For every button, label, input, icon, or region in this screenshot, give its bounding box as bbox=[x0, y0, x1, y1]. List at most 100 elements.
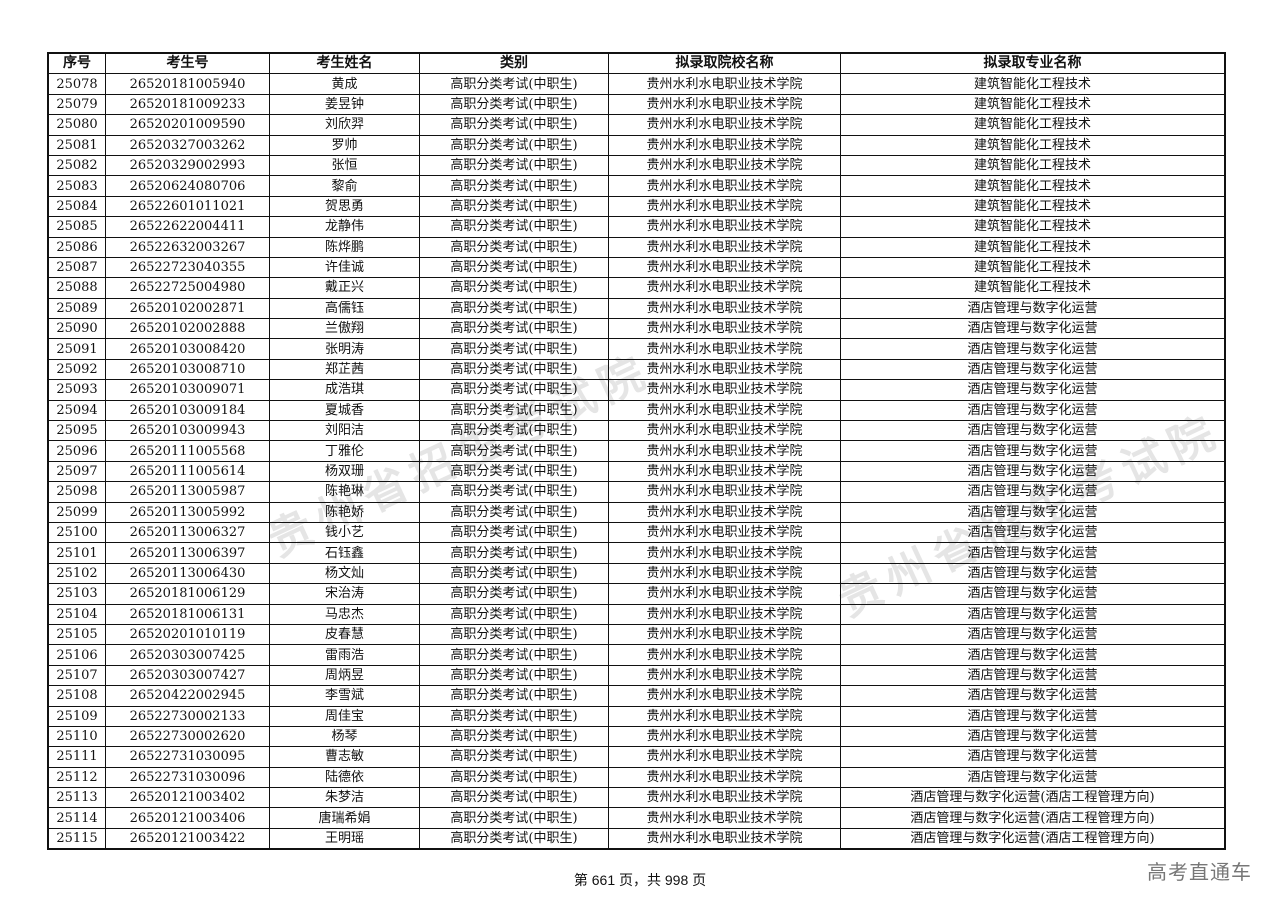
cell-category: 高职分类考试(中职生) bbox=[419, 746, 609, 768]
cell-name: 杨文灿 bbox=[269, 562, 420, 585]
page-number: 第 661 页，共 998 页 bbox=[573, 872, 707, 888]
cell-school: 贵州水利水电职业技术学院 bbox=[608, 236, 841, 258]
cell-exam-id: 26520201010119 bbox=[105, 623, 270, 646]
cell-major: 建筑智能化工程技术 bbox=[840, 256, 1226, 279]
cell-seq: 25104 bbox=[47, 603, 106, 625]
cell-major: 酒店管理与数字化运营 bbox=[840, 685, 1226, 707]
cell-major: 酒店管理与数字化运营 bbox=[840, 746, 1226, 768]
table-row: 25098 26520113005987 陈艳琳 高职分类考试(中职生) 贵州水利水电职… bbox=[47, 481, 1226, 503]
cell-exam-id: 26520181006129 bbox=[105, 583, 270, 605]
cell-major: 建筑智能化工程技术 bbox=[840, 73, 1226, 95]
cell-name: 陈艳琳 bbox=[269, 481, 420, 503]
table-row: 25088 26522725004980 戴正兴 高职分类考试(中职生) 贵州水利水电职… bbox=[47, 277, 1226, 299]
cell-major: 酒店管理与数字化运营 bbox=[840, 562, 1226, 585]
cell-school: 贵州水利水电职业技术学院 bbox=[608, 440, 841, 462]
table-header-row: 序号 考生号 考生姓名 类别 拟录取院校名称 拟录取专业名称 bbox=[47, 52, 1226, 75]
cell-name: 杨琴 bbox=[269, 725, 420, 748]
table-row: 25092 26520103008710 郑芷茜 高职分类考试(中职生) 贵州水利水电职… bbox=[47, 358, 1226, 381]
cell-school: 贵州水利水电职业技术学院 bbox=[608, 664, 841, 687]
cell-category: 高职分类考试(中职生) bbox=[419, 93, 609, 116]
table-row: 25079 26520181009233 姜昱钟 高职分类考试(中职生) 贵州水利水电职… bbox=[47, 93, 1226, 116]
cell-school: 贵州水利水电职业技术学院 bbox=[608, 725, 841, 748]
cell-exam-id: 26520103008420 bbox=[105, 338, 270, 360]
cell-major: 酒店管理与数字化运营 bbox=[840, 664, 1226, 687]
table-row: 25104 26520181006131 马忠杰 高职分类考试(中职生) 贵州水利水电职… bbox=[47, 603, 1226, 625]
cell-name: 龙静伟 bbox=[269, 216, 420, 238]
cell-name: 陈艳娇 bbox=[269, 501, 420, 523]
table-row: 25102 26520113006430 杨文灿 高职分类考试(中职生) 贵州水利水电职… bbox=[47, 562, 1226, 585]
cell-exam-id: 26520113006430 bbox=[105, 562, 270, 585]
cell-major: 酒店管理与数字化运营 bbox=[840, 460, 1226, 483]
cell-exam-id: 26520181006131 bbox=[105, 603, 270, 625]
cell-major: 建筑智能化工程技术 bbox=[840, 175, 1226, 197]
cell-exam-id: 26520329002993 bbox=[105, 154, 270, 177]
cell-name: 王明瑶 bbox=[269, 827, 420, 850]
table-row: 25081 26520327003262 罗帅 高职分类考试(中职生) 贵州水利水电职业… bbox=[47, 134, 1226, 156]
cell-category: 高职分类考试(中职生) bbox=[419, 685, 609, 707]
cell-exam-id: 26520201009590 bbox=[105, 114, 270, 136]
table-row: 25112 26522731030096 陆德依 高职分类考试(中职生) 贵州水利水电职… bbox=[47, 766, 1226, 789]
cell-category: 高职分类考试(中职生) bbox=[419, 318, 609, 340]
cell-category: 高职分类考试(中职生) bbox=[419, 236, 609, 258]
cell-seq: 25083 bbox=[47, 175, 106, 197]
cell-exam-id: 26520102002888 bbox=[105, 318, 270, 340]
cell-major: 建筑智能化工程技术 bbox=[840, 154, 1226, 177]
cell-major: 建筑智能化工程技术 bbox=[840, 195, 1226, 218]
cell-name: 曹志敏 bbox=[269, 746, 420, 768]
cell-major: 酒店管理与数字化运营 bbox=[840, 481, 1226, 503]
cell-category: 高职分类考试(中职生) bbox=[419, 807, 609, 829]
cell-category: 高职分类考试(中职生) bbox=[419, 827, 609, 850]
cell-exam-id: 26520121003422 bbox=[105, 827, 270, 850]
cell-school: 贵州水利水电职业技术学院 bbox=[608, 603, 841, 625]
cell-name: 姜昱钟 bbox=[269, 93, 420, 116]
cell-name: 丁雅伦 bbox=[269, 440, 420, 462]
cell-category: 高职分类考试(中职生) bbox=[419, 542, 609, 564]
cell-school: 贵州水利水电职业技术学院 bbox=[608, 542, 841, 564]
cell-school: 贵州水利水电职业技术学院 bbox=[608, 420, 841, 442]
table-row: 25090 26520102002888 兰傲翔 高职分类考试(中职生) 贵州水利水电职… bbox=[47, 318, 1226, 340]
cell-exam-id: 26520103009184 bbox=[105, 399, 270, 422]
cell-exam-id: 26520103009943 bbox=[105, 420, 270, 442]
cell-seq: 25086 bbox=[47, 236, 106, 258]
cell-exam-id: 26520624080706 bbox=[105, 175, 270, 197]
cell-seq: 25088 bbox=[47, 277, 106, 299]
cell-name: 罗帅 bbox=[269, 134, 420, 156]
table-row: 25105 26520201010119 皮春慧 高职分类考试(中职生) 贵州水利水电职… bbox=[47, 623, 1226, 646]
cell-school: 贵州水利水电职业技术学院 bbox=[608, 93, 841, 116]
cell-seq: 25089 bbox=[47, 297, 106, 320]
table-row: 25082 26520329002993 张恒 高职分类考试(中职生) 贵州水利水电职业… bbox=[47, 154, 1226, 177]
cell-major: 酒店管理与数字化运营 bbox=[840, 644, 1226, 666]
cell-major: 酒店管理与数字化运营 bbox=[840, 542, 1226, 564]
cell-major: 酒店管理与数字化运营 bbox=[840, 705, 1226, 727]
cell-seq: 25115 bbox=[47, 827, 106, 850]
cell-major: 建筑智能化工程技术 bbox=[840, 277, 1226, 299]
cell-name: 周佳宝 bbox=[269, 705, 420, 727]
cell-exam-id: 26520121003402 bbox=[105, 787, 270, 809]
cell-name: 宋治涛 bbox=[269, 583, 420, 605]
cell-name: 许佳诚 bbox=[269, 256, 420, 279]
cell-school: 贵州水利水电职业技术学院 bbox=[608, 195, 841, 218]
table-row: 25091 26520103008420 张明涛 高职分类考试(中职生) 贵州水利水电职… bbox=[47, 338, 1226, 360]
header-category: 类别 bbox=[419, 52, 609, 75]
cell-major: 酒店管理与数字化运营 bbox=[840, 399, 1226, 422]
cell-seq: 25096 bbox=[47, 440, 106, 462]
cell-name: 唐瑞希娟 bbox=[269, 807, 420, 829]
cell-name: 周炳昱 bbox=[269, 664, 420, 687]
admission-table: 序号 考生号 考生姓名 类别 拟录取院校名称 拟录取专业名称 25078 2652… bbox=[47, 52, 1226, 851]
cell-school: 贵州水利水电职业技术学院 bbox=[608, 460, 841, 483]
table-row: 25083 26520624080706 黎俞 高职分类考试(中职生) 贵州水利水电职业… bbox=[47, 175, 1226, 197]
cell-category: 高职分类考试(中职生) bbox=[419, 705, 609, 727]
cell-seq: 25091 bbox=[47, 338, 106, 360]
cell-category: 高职分类考试(中职生) bbox=[419, 460, 609, 483]
cell-category: 高职分类考试(中职生) bbox=[419, 766, 609, 789]
cell-seq: 25087 bbox=[47, 256, 106, 279]
cell-seq: 25078 bbox=[47, 73, 106, 95]
cell-category: 高职分类考试(中职生) bbox=[419, 338, 609, 360]
cell-school: 贵州水利水电职业技术学院 bbox=[608, 746, 841, 768]
cell-school: 贵州水利水电职业技术学院 bbox=[608, 521, 841, 544]
table-row: 25099 26520113005992 陈艳娇 高职分类考试(中职生) 贵州水利水电职… bbox=[47, 501, 1226, 523]
cell-seq: 25092 bbox=[47, 358, 106, 381]
cell-exam-id: 26522730002133 bbox=[105, 705, 270, 727]
cell-seq: 25081 bbox=[47, 134, 106, 156]
cell-seq: 25103 bbox=[47, 583, 106, 605]
